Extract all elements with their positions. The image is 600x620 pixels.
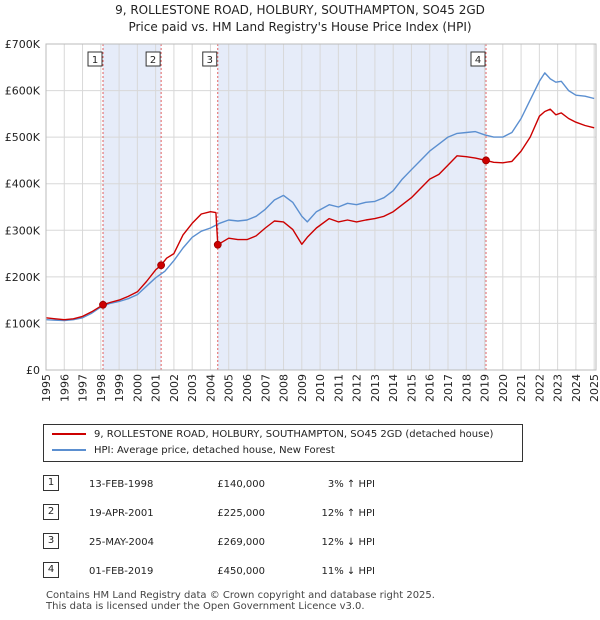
transaction-hpi-diff: 11% ↓ HPI <box>321 566 375 577</box>
x-tick-label: 2019 <box>479 374 492 402</box>
transaction-point <box>157 261 166 270</box>
x-tick-label: 2018 <box>460 374 473 402</box>
chart-subtitle: Price paid vs. HM Land Registry's House … <box>128 20 472 34</box>
chart-title: 9, ROLLESTONE ROAD, HOLBURY, SOUTHAMPTON… <box>115 3 485 17</box>
y-tick-label: £300K <box>5 224 41 237</box>
transaction-number-box <box>202 51 218 67</box>
table-row: 1 13-FEB-1998 £140,000 3% ↑ HPI <box>43 475 463 495</box>
plot-frame <box>45 43 597 371</box>
table-row: 3 25-MAY-2004 £269,000 12% ↓ HPI <box>43 533 463 553</box>
transaction-number-label: 1 <box>92 55 98 66</box>
legend-label-price-paid: 9, ROLLESTONE ROAD, HOLBURY, SOUTHAMPTON… <box>94 429 494 440</box>
y-tick-label: £400K <box>5 178 41 191</box>
transaction-number-box <box>470 51 486 67</box>
footer-licence: This data is licensed under the Open Gov… <box>46 601 365 612</box>
transaction-number: 4 <box>43 562 59 578</box>
x-tick-label: 1998 <box>95 374 108 402</box>
x-tick-label: 2006 <box>241 374 254 402</box>
x-tick-label: 2007 <box>259 374 272 402</box>
table-row: 2 19-APR-2001 £225,000 12% ↑ HPI <box>43 504 463 524</box>
x-tick-label: 2022 <box>533 374 546 402</box>
table-row: 4 01-FEB-2019 £450,000 11% ↓ HPI <box>43 562 463 582</box>
x-tick-label: 2020 <box>497 374 510 402</box>
x-tick-label: 2013 <box>369 374 382 402</box>
transaction-price: £140,000 <box>217 479 265 490</box>
y-tick-label: £200K <box>5 271 41 284</box>
ownership-shade <box>217 44 486 370</box>
footer-copyright: Contains HM Land Registry data © Crown c… <box>46 590 435 601</box>
x-tick-label: 2011 <box>332 374 345 402</box>
x-tick-label: 2001 <box>150 374 163 402</box>
x-tick-label: 2014 <box>387 374 400 402</box>
x-tick-label: 2010 <box>314 374 327 402</box>
transaction-number-label: 4 <box>475 55 481 66</box>
transaction-hpi-diff: 3% ↑ HPI <box>327 479 375 490</box>
x-tick-label: 2009 <box>296 374 309 402</box>
x-tick-label: 2008 <box>278 374 291 402</box>
x-tick-label: 1999 <box>113 374 126 402</box>
y-tick-label: £500K <box>5 131 41 144</box>
x-tick-label: 1996 <box>58 374 71 402</box>
y-tick-label: £700K <box>5 38 41 51</box>
transaction-date: 19-APR-2001 <box>89 508 154 519</box>
x-tick-label: 2005 <box>223 374 236 402</box>
transaction-point <box>213 240 222 249</box>
transaction-point <box>482 156 490 165</box>
transaction-number: 3 <box>43 533 59 549</box>
transaction-number-box <box>145 51 161 67</box>
x-tick-label: 2024 <box>570 374 583 402</box>
x-tick-label: 2004 <box>204 374 217 402</box>
x-tick-label: 2012 <box>351 374 364 402</box>
ownership-shade <box>103 44 162 370</box>
transaction-hpi-diff: 12% ↑ HPI <box>321 508 375 519</box>
transaction-number-box <box>87 51 103 67</box>
transaction-point <box>99 300 107 309</box>
legend-item-hpi: HPI: Average price, detached house, New … <box>52 443 335 459</box>
x-tick-label: 2000 <box>131 374 144 402</box>
transaction-price: £269,000 <box>217 537 265 548</box>
legend-swatch-hpi <box>52 449 86 451</box>
x-tick-label: 2003 <box>186 374 199 402</box>
y-tick-label: £100K <box>5 317 41 330</box>
x-tick-label: 2025 <box>588 374 600 402</box>
x-tick-label: 2015 <box>405 374 418 402</box>
transaction-price: £450,000 <box>217 566 265 577</box>
transaction-number: 2 <box>43 504 59 520</box>
transaction-date: 13-FEB-1998 <box>89 479 154 490</box>
x-tick-label: 1997 <box>77 374 90 402</box>
x-tick-label: 2016 <box>424 374 437 402</box>
transaction-hpi-diff: 12% ↓ HPI <box>321 537 375 548</box>
transaction-number-label: 3 <box>207 55 213 66</box>
legend: 9, ROLLESTONE ROAD, HOLBURY, SOUTHAMPTON… <box>43 424 523 462</box>
transaction-number: 1 <box>43 475 59 491</box>
price-paid-line <box>45 108 595 321</box>
x-tick-label: 1995 <box>40 374 53 402</box>
price-chart: £0 £100K £200K £300K £400K £500K £600K £700K 199… <box>5 38 600 402</box>
x-tick-label: 2021 <box>515 374 528 402</box>
hpi-line <box>45 72 595 322</box>
legend-swatch-price-paid <box>52 433 86 435</box>
transaction-date: 01-FEB-2019 <box>89 566 154 577</box>
transaction-number-label: 2 <box>150 55 156 66</box>
transaction-date: 25-MAY-2004 <box>89 537 155 548</box>
x-tick-label: 2023 <box>552 374 565 402</box>
transaction-price: £225,000 <box>217 508 265 519</box>
y-tick-label: £600K <box>5 85 41 98</box>
legend-label-hpi: HPI: Average price, detached house, New … <box>94 445 335 456</box>
legend-item-price-paid: 9, ROLLESTONE ROAD, HOLBURY, SOUTHAMPTON… <box>52 427 493 443</box>
x-tick-label: 2002 <box>168 374 181 402</box>
y-tick-label: £0 <box>26 364 40 377</box>
x-tick-label: 2017 <box>442 374 455 402</box>
